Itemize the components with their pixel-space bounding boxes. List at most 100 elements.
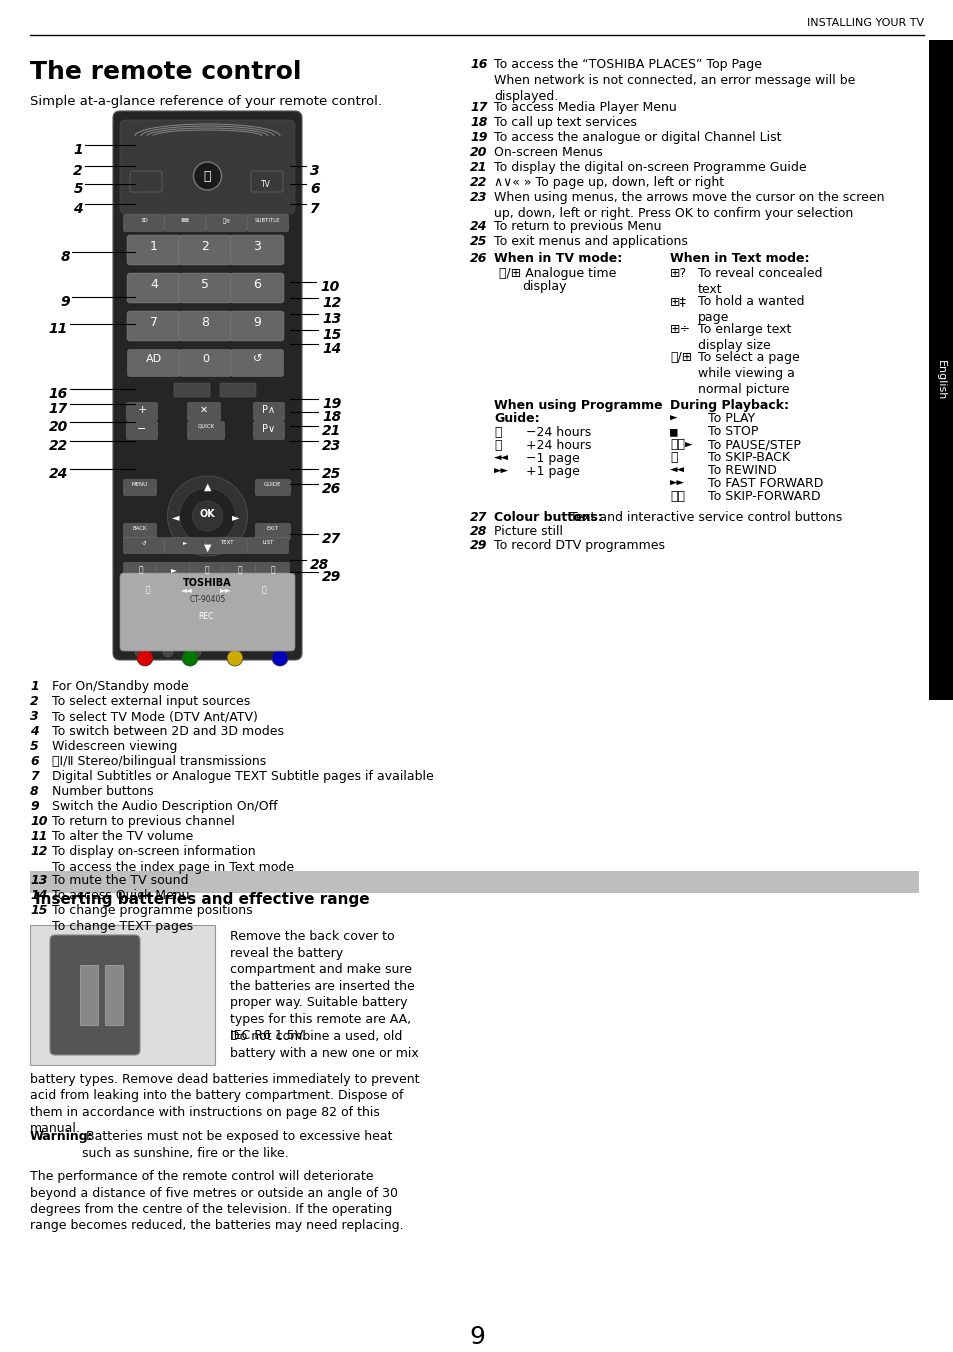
Text: When using Programme: When using Programme bbox=[494, 399, 662, 412]
Text: P∨: P∨ bbox=[262, 425, 275, 434]
Text: ⏹: ⏹ bbox=[270, 565, 274, 575]
Text: +: + bbox=[137, 406, 147, 415]
Text: 24: 24 bbox=[470, 220, 487, 233]
Circle shape bbox=[193, 162, 221, 191]
Text: LIST: LIST bbox=[262, 539, 274, 545]
FancyBboxPatch shape bbox=[188, 422, 224, 439]
FancyBboxPatch shape bbox=[156, 562, 191, 579]
FancyBboxPatch shape bbox=[167, 583, 206, 599]
Text: Picture still: Picture still bbox=[494, 525, 562, 538]
Text: To display on-screen information
To access the index page in Text mode: To display on-screen information To acce… bbox=[52, 845, 294, 873]
Text: 20: 20 bbox=[49, 420, 68, 434]
Text: Do not combine a used, old
battery with a new one or mix: Do not combine a used, old battery with … bbox=[230, 1030, 418, 1060]
Text: To change programme positions
To change TEXT pages: To change programme positions To change … bbox=[52, 904, 253, 933]
Text: Remove the back cover to
reveal the battery
compartment and make sure
the batter: Remove the back cover to reveal the batt… bbox=[230, 930, 415, 1042]
Circle shape bbox=[227, 650, 243, 667]
Text: 21: 21 bbox=[470, 161, 487, 174]
Text: 23: 23 bbox=[322, 439, 341, 453]
FancyBboxPatch shape bbox=[247, 538, 288, 553]
Text: When in TV mode:: When in TV mode: bbox=[494, 251, 621, 265]
FancyBboxPatch shape bbox=[123, 523, 156, 539]
Text: ⓘ/⊞ Analogue time: ⓘ/⊞ Analogue time bbox=[498, 266, 616, 280]
Text: 10: 10 bbox=[319, 280, 339, 293]
Text: 3: 3 bbox=[253, 241, 261, 253]
Text: 17: 17 bbox=[49, 402, 68, 416]
Text: 12: 12 bbox=[30, 845, 48, 859]
Text: 11: 11 bbox=[30, 830, 48, 844]
Text: Guide:: Guide: bbox=[494, 412, 539, 425]
FancyBboxPatch shape bbox=[220, 383, 255, 397]
Text: ►: ► bbox=[171, 565, 176, 575]
Text: ⏭: ⏭ bbox=[204, 565, 209, 575]
Text: 1: 1 bbox=[150, 241, 157, 253]
Text: Warning:: Warning: bbox=[30, 1130, 93, 1142]
Text: 19: 19 bbox=[470, 131, 487, 145]
Text: 2: 2 bbox=[201, 241, 210, 253]
Text: The remote control: The remote control bbox=[30, 59, 301, 84]
Text: ⏩⏭: ⏩⏭ bbox=[669, 489, 684, 503]
Text: To select TV Mode (DTV Ant/ATV): To select TV Mode (DTV Ant/ATV) bbox=[52, 710, 257, 723]
Text: When using menus, the arrows move the cursor on the screen
up, down, left or rig: When using menus, the arrows move the cu… bbox=[494, 191, 883, 220]
Text: 22: 22 bbox=[470, 176, 487, 189]
Text: To hold a wanted
page: To hold a wanted page bbox=[698, 295, 803, 324]
Text: 4: 4 bbox=[30, 725, 39, 738]
Text: To record DTV programmes: To record DTV programmes bbox=[494, 539, 664, 552]
Text: ⊞?: ⊞? bbox=[669, 266, 686, 280]
Text: To return to previous channel: To return to previous channel bbox=[52, 815, 234, 827]
FancyBboxPatch shape bbox=[127, 273, 180, 303]
Text: ►►: ►► bbox=[219, 585, 231, 594]
Text: The performance of the remote control will deteriorate
beyond a distance of five: The performance of the remote control wi… bbox=[30, 1169, 403, 1233]
Text: 24: 24 bbox=[49, 466, 68, 481]
Circle shape bbox=[193, 502, 222, 531]
Text: To alter the TV volume: To alter the TV volume bbox=[52, 830, 193, 844]
Text: To reveal concealed
text: To reveal concealed text bbox=[698, 266, 821, 296]
Text: ⏩: ⏩ bbox=[261, 585, 266, 594]
Text: 10: 10 bbox=[30, 815, 48, 827]
Circle shape bbox=[168, 476, 247, 556]
Text: 9: 9 bbox=[60, 295, 70, 310]
Text: ►: ► bbox=[183, 539, 188, 545]
Text: To access Quick Menu: To access Quick Menu bbox=[52, 890, 190, 902]
Text: 4: 4 bbox=[150, 279, 157, 291]
Text: For On/Standby mode: For On/Standby mode bbox=[52, 680, 189, 694]
Text: CT-90405: CT-90405 bbox=[190, 595, 226, 604]
FancyBboxPatch shape bbox=[255, 523, 291, 539]
Text: 14: 14 bbox=[322, 342, 341, 356]
FancyBboxPatch shape bbox=[231, 350, 283, 376]
Text: 26: 26 bbox=[322, 483, 341, 496]
Text: P∧: P∧ bbox=[262, 406, 275, 415]
Text: To PAUSE/STEP: To PAUSE/STEP bbox=[707, 438, 800, 452]
Text: Batteries must not be exposed to excessive heat
such as sunshine, fire or the li: Batteries must not be exposed to excessi… bbox=[82, 1130, 392, 1160]
Text: Number buttons: Number buttons bbox=[52, 786, 153, 798]
Circle shape bbox=[191, 629, 201, 639]
Circle shape bbox=[179, 488, 235, 544]
Bar bbox=[30, 925, 214, 1065]
Text: ⊞‡: ⊞‡ bbox=[669, 295, 686, 308]
Bar bbox=[928, 41, 953, 700]
Text: 16: 16 bbox=[49, 387, 68, 402]
Text: To REWIND: To REWIND bbox=[707, 464, 776, 477]
Text: 18: 18 bbox=[470, 116, 487, 128]
Bar bbox=[105, 965, 123, 1025]
Text: 1: 1 bbox=[30, 680, 39, 694]
Text: ↺: ↺ bbox=[142, 539, 146, 545]
Text: 15: 15 bbox=[30, 904, 48, 917]
FancyBboxPatch shape bbox=[206, 215, 247, 231]
Text: 11: 11 bbox=[49, 322, 68, 337]
FancyBboxPatch shape bbox=[112, 111, 302, 660]
Text: ⏩: ⏩ bbox=[494, 439, 501, 452]
Text: ⓘ/Ⅱ: ⓘ/Ⅱ bbox=[222, 218, 231, 223]
Text: 7: 7 bbox=[150, 316, 157, 329]
Text: ⓘI/Ⅱ Stereo/bilingual transmissions: ⓘI/Ⅱ Stereo/bilingual transmissions bbox=[52, 754, 266, 768]
Text: To select a page
while viewing a
normal picture: To select a page while viewing a normal … bbox=[698, 352, 799, 396]
FancyBboxPatch shape bbox=[129, 583, 167, 599]
FancyBboxPatch shape bbox=[179, 350, 232, 376]
Circle shape bbox=[272, 650, 288, 667]
Text: To access the “TOSHIBA PLACES” Top Page
When network is not connected, an error : To access the “TOSHIBA PLACES” Top Page … bbox=[494, 58, 855, 103]
Text: 23: 23 bbox=[470, 191, 487, 204]
Text: ⊞÷: ⊞÷ bbox=[669, 323, 690, 337]
Bar bbox=[80, 965, 98, 1025]
Text: MENU: MENU bbox=[132, 483, 148, 487]
Text: 15: 15 bbox=[322, 329, 341, 342]
Text: 16: 16 bbox=[470, 58, 487, 72]
